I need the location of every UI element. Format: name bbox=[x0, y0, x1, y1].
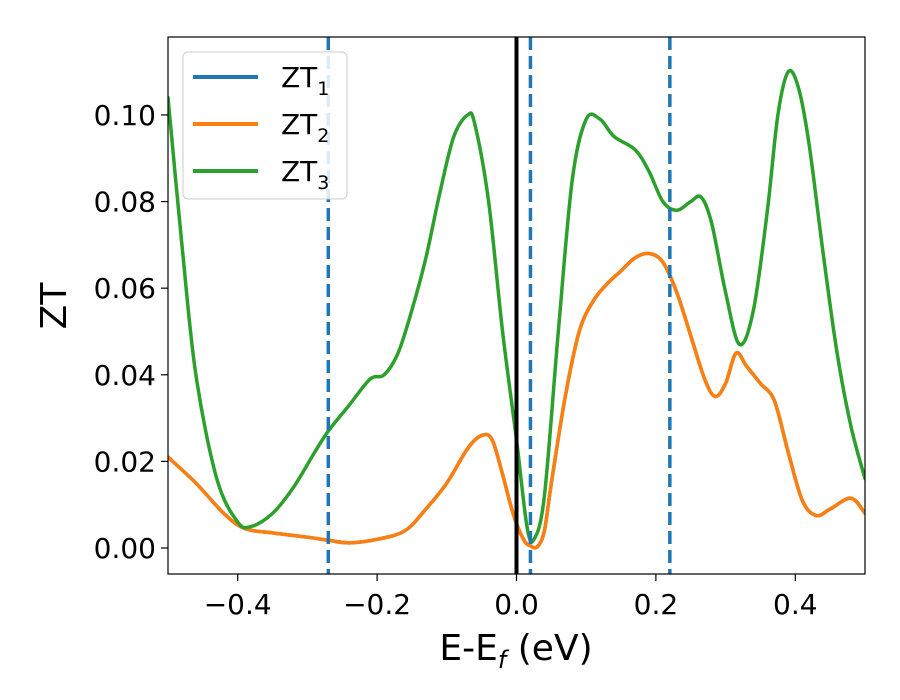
legend-entry-1: ZT1 bbox=[193, 61, 329, 100]
x-axis-label: E-Ef (eV) bbox=[439, 628, 592, 674]
legend-label-2: ZT2 bbox=[281, 108, 329, 147]
axis-ticks: −0.4 −0.2 0.0 0.2 0.4 0.00 0.02 0.04 0.06 0.08 0.1… bbox=[94, 99, 818, 621]
legend-entry-3: ZT3 bbox=[193, 155, 329, 194]
reference-lines bbox=[326, 37, 672, 574]
x-axis-label-unit: (eV) bbox=[506, 628, 592, 669]
x-tick-label-0-4: 0.4 bbox=[773, 588, 818, 621]
y-axis-label: ZT bbox=[34, 282, 75, 330]
legend-entry-2: ZT2 bbox=[193, 108, 329, 147]
y-tick-label-0-1: 0.10 bbox=[94, 99, 156, 132]
x-tick-label-0-2: −0.2 bbox=[343, 588, 411, 621]
y-tick-label-0-04: 0.04 bbox=[94, 359, 156, 392]
x-tick-label-0-4: −0.4 bbox=[204, 588, 272, 621]
x-tick-label-0: 0.0 bbox=[494, 588, 539, 621]
legend-label-1: ZT1 bbox=[281, 61, 329, 100]
y-tick-label-0-08: 0.08 bbox=[94, 186, 156, 219]
series-line-2 bbox=[168, 251, 865, 550]
legend: ZT1 ZT2 ZT3 bbox=[182, 51, 348, 200]
y-tick-label-0: 0.00 bbox=[94, 532, 156, 565]
x-tick-label-0-2: 0.2 bbox=[634, 588, 679, 621]
y-tick-label-0-06: 0.06 bbox=[94, 272, 156, 305]
legend-box bbox=[182, 51, 348, 200]
series-lines bbox=[168, 68, 865, 550]
series-line-3 bbox=[168, 68, 865, 544]
legend-label-3: ZT3 bbox=[281, 155, 329, 194]
y-tick-label-0-02: 0.02 bbox=[94, 445, 156, 478]
